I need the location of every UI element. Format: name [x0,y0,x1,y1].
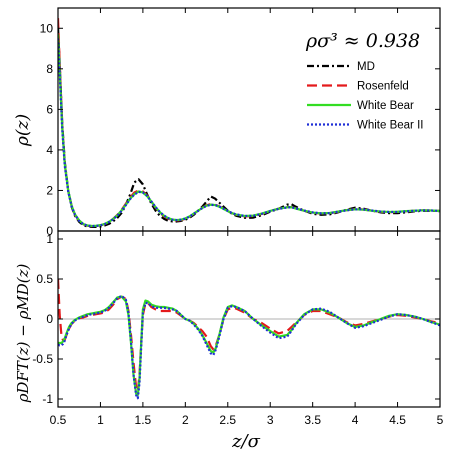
top-series-white-bear-ii [58,38,440,228]
x-axis-label: z/σ [231,431,261,452]
x-tick-label: 2.5 [219,413,236,427]
top-y-tick-label: 10 [40,21,54,35]
top-y-tick-label: 8 [46,62,53,76]
x-tick-label: 5 [437,413,444,427]
bottom-y-tick-label: 0.5 [36,272,53,286]
legend-label-rosenfeld: Rosenfeld [357,81,409,93]
top-y-tick-label: 0 [46,224,53,238]
top-y-tick-label: 4 [46,143,53,157]
bottom-series-rosenfeld [58,278,440,393]
x-tick-label: 0.5 [50,413,67,427]
x-tick-label: 1 [97,413,104,427]
bottom-axes-frame [57,230,441,408]
bottom-panel: -1 -0.5 0 0.5 1 0.5 1 1.5 2 2.5 3 3.5 4 4.5 5 [32,230,444,427]
x-tick-label: 3 [267,413,274,427]
top-panel: 0 2 4 6 8 10 [40,7,441,238]
legend: MD Rosenfeld White Bear White Bear II [307,61,423,132]
x-tick-label: 3.5 [304,413,321,427]
legend-label-white-bear-ii: White Bear II [357,120,423,132]
density-annotation: ρσ³ ≈ 0.938 [305,30,420,52]
bottom-y-tick-label: -1 [42,392,53,406]
x-tick-label: 1.5 [135,413,152,427]
top-y-tick-label: 6 [46,102,53,116]
x-tick-label: 4 [352,413,359,427]
bottom-y-tick-label: 0 [46,312,53,326]
x-tick-label: 4.5 [389,413,406,427]
bottom-y-tick-label: 1 [46,232,53,246]
legend-label-white-bear: White Bear [357,100,414,112]
top-y-tick-label: 2 [46,183,53,197]
top-y-axis-label: ρ(z) [13,114,33,147]
bottom-y-tick-label: -0.5 [32,352,53,366]
bottom-y-axis-label: ρDFT(z) − ρMD(z) [14,263,32,403]
bottom-series-white-bear [58,295,440,397]
bottom-series-white-bear-ii [58,294,440,400]
legend-label-md: MD [357,61,375,73]
x-tick-label: 2 [182,413,189,427]
